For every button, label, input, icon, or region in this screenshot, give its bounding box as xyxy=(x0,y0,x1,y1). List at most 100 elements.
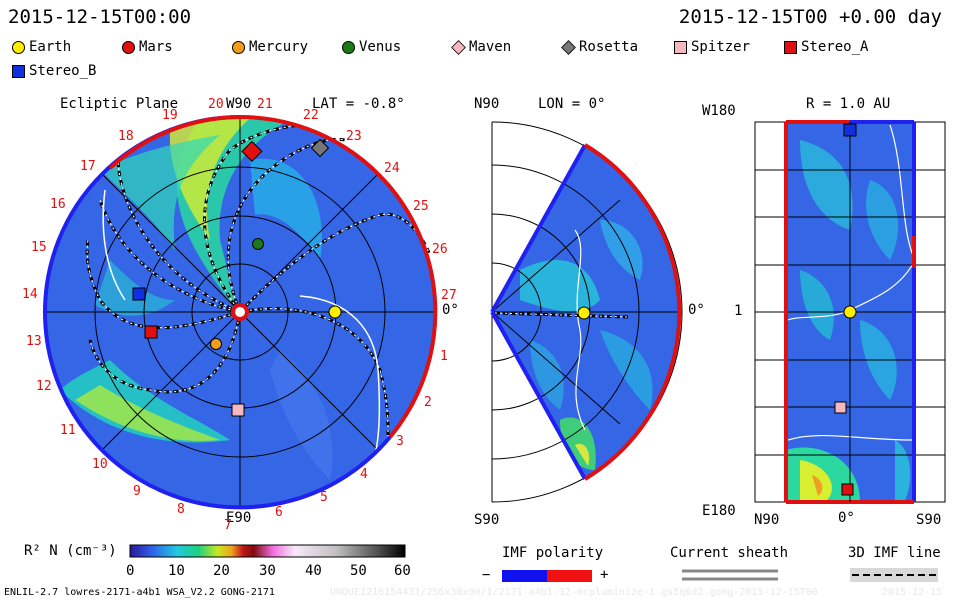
radial-bottom-label: E180 xyxy=(702,503,736,519)
radial-mid-label: 1 xyxy=(734,303,743,319)
tick-label: 2 xyxy=(424,395,432,410)
colorbar-tick: 30 xyxy=(259,563,276,579)
polarity-negative-swatch xyxy=(502,570,547,582)
colorbar-tick: 50 xyxy=(350,563,367,579)
legend-label: Mercury xyxy=(249,39,309,55)
tick-label: 9 xyxy=(133,484,141,499)
tick-label: 7 xyxy=(224,518,232,533)
tick-label: 15 xyxy=(31,240,47,255)
legend-stereo-b: Stereo_B xyxy=(12,63,96,79)
legend-label: Stereo_A xyxy=(801,39,869,55)
tick-label: 24 xyxy=(384,161,400,176)
tick-label: 25 xyxy=(413,199,429,214)
meridional-bottom-label: S90 xyxy=(474,512,500,528)
legend-venus: Venus xyxy=(342,39,401,55)
rosetta-marker xyxy=(310,138,330,158)
offset-label: 2015-12-15T00 +0.00 day xyxy=(678,6,942,28)
colorbar-tick: 0 xyxy=(126,563,135,579)
ecliptic-right-label: 0° xyxy=(442,302,459,318)
meridional-right-label: 0° xyxy=(688,302,705,318)
legend-maven: Maven xyxy=(451,39,512,55)
stereo-a-marker-icon xyxy=(784,40,797,54)
tick-label: 18 xyxy=(118,129,134,144)
mercury-marker-icon xyxy=(232,40,245,54)
footer-run: UNQUE1216154431/256x30x90/1/2171-a4b1.32… xyxy=(330,587,818,598)
legend-stereo-a: Stereo_A xyxy=(784,39,868,55)
density-colorbar xyxy=(129,544,406,558)
colorbar-label: R² N (cm⁻³) xyxy=(24,543,117,559)
colorbar-tick: 10 xyxy=(168,563,185,579)
tick-label: 1 xyxy=(440,349,448,364)
tick-label: 17 xyxy=(80,159,96,174)
stereo-b-marker xyxy=(132,287,146,301)
tick-label: 22 xyxy=(303,108,319,123)
legend-label: Venus xyxy=(359,39,402,55)
ecliptic-plane xyxy=(42,114,438,510)
radial-x-mid-label: 0° xyxy=(838,510,855,526)
tick-label: 10 xyxy=(92,457,108,472)
venus-marker xyxy=(252,238,264,250)
tick-label: 20 xyxy=(208,97,224,112)
earth-marker xyxy=(328,305,342,319)
mercury-marker xyxy=(210,338,222,350)
spitzer-marker xyxy=(231,403,245,417)
tick-label: 19 xyxy=(162,108,178,123)
mars-marker-icon xyxy=(122,40,135,54)
tick-label: 26 xyxy=(432,242,448,257)
ecliptic-bottom-label: E90 xyxy=(226,510,252,526)
tick-label: 11 xyxy=(60,423,76,438)
tick-label: 4 xyxy=(360,467,368,482)
stereo-b-marker-radial xyxy=(843,123,857,137)
meridional-plane xyxy=(490,121,683,503)
footer-date: 2015-12-15 xyxy=(882,587,943,598)
tick-label: 8 xyxy=(177,502,185,517)
ecliptic-top-label: W90 xyxy=(226,96,252,112)
tick-label: 3 xyxy=(396,434,404,449)
spitzer-marker-radial xyxy=(834,401,847,414)
radial-x-left-label: N90 xyxy=(754,512,780,528)
radial-r-label: R = 1.0 AU xyxy=(806,96,891,112)
mars-marker xyxy=(241,140,263,162)
stereo-a-marker-radial xyxy=(841,483,854,496)
radial-top-label: W180 xyxy=(702,103,736,119)
polarity-positive-swatch xyxy=(547,570,592,582)
legend-label: Maven xyxy=(469,39,512,55)
imf-polarity-label: IMF polarity xyxy=(502,545,604,561)
earth-marker-meridional xyxy=(577,306,591,320)
legend-label: Stereo_B xyxy=(29,63,97,79)
spitzer-marker-icon xyxy=(674,40,687,54)
stereo-b-marker-icon xyxy=(12,64,25,78)
ecliptic-title: Ecliptic Plane xyxy=(60,96,179,112)
datetime-label: 2015-12-15T00:00 xyxy=(8,6,192,28)
legend-label: Mars xyxy=(139,39,173,55)
meridional-lon-label: LON = 0° xyxy=(538,96,606,112)
legend-label: Earth xyxy=(29,39,72,55)
imf-3d-label: 3D IMF line xyxy=(848,545,941,561)
colorbar-tick: 60 xyxy=(394,563,411,579)
legend-rosetta: Rosetta xyxy=(561,39,639,55)
tick-label: 6 xyxy=(275,505,283,520)
tick-label: 12 xyxy=(36,379,52,394)
legend-label: Spitzer xyxy=(691,39,751,55)
footer-model: ENLIL-2.7 lowres-2171-a4b1 WSA_V2.2 GONG… xyxy=(4,587,275,598)
legend-spitzer: Spitzer xyxy=(674,39,750,55)
tick-label: 13 xyxy=(26,334,42,349)
imf-plus-label: + xyxy=(600,567,609,583)
tick-label: 21 xyxy=(257,97,273,112)
tick-label: 14 xyxy=(22,287,38,302)
radial-map xyxy=(754,120,946,504)
radial-x-right-label: S90 xyxy=(916,512,942,528)
earth-marker-icon xyxy=(12,40,25,54)
current-sheath-label: Current sheath xyxy=(670,545,789,561)
legend-mercury: Mercury xyxy=(232,39,308,55)
legend-label: Rosetta xyxy=(579,39,639,55)
colorbar-tick: 20 xyxy=(213,563,230,579)
tick-label: 27 xyxy=(441,288,457,303)
legend-earth: Earth xyxy=(12,39,71,55)
meridional-top-label: N90 xyxy=(474,96,500,112)
earth-marker-radial xyxy=(843,305,857,319)
stereo-a-marker xyxy=(144,325,158,339)
tick-label: 23 xyxy=(346,129,362,144)
colorbar-tick: 40 xyxy=(305,563,322,579)
tick-label: 16 xyxy=(50,197,66,212)
